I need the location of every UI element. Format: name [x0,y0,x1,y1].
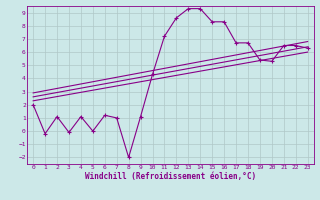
X-axis label: Windchill (Refroidissement éolien,°C): Windchill (Refroidissement éolien,°C) [85,172,256,181]
